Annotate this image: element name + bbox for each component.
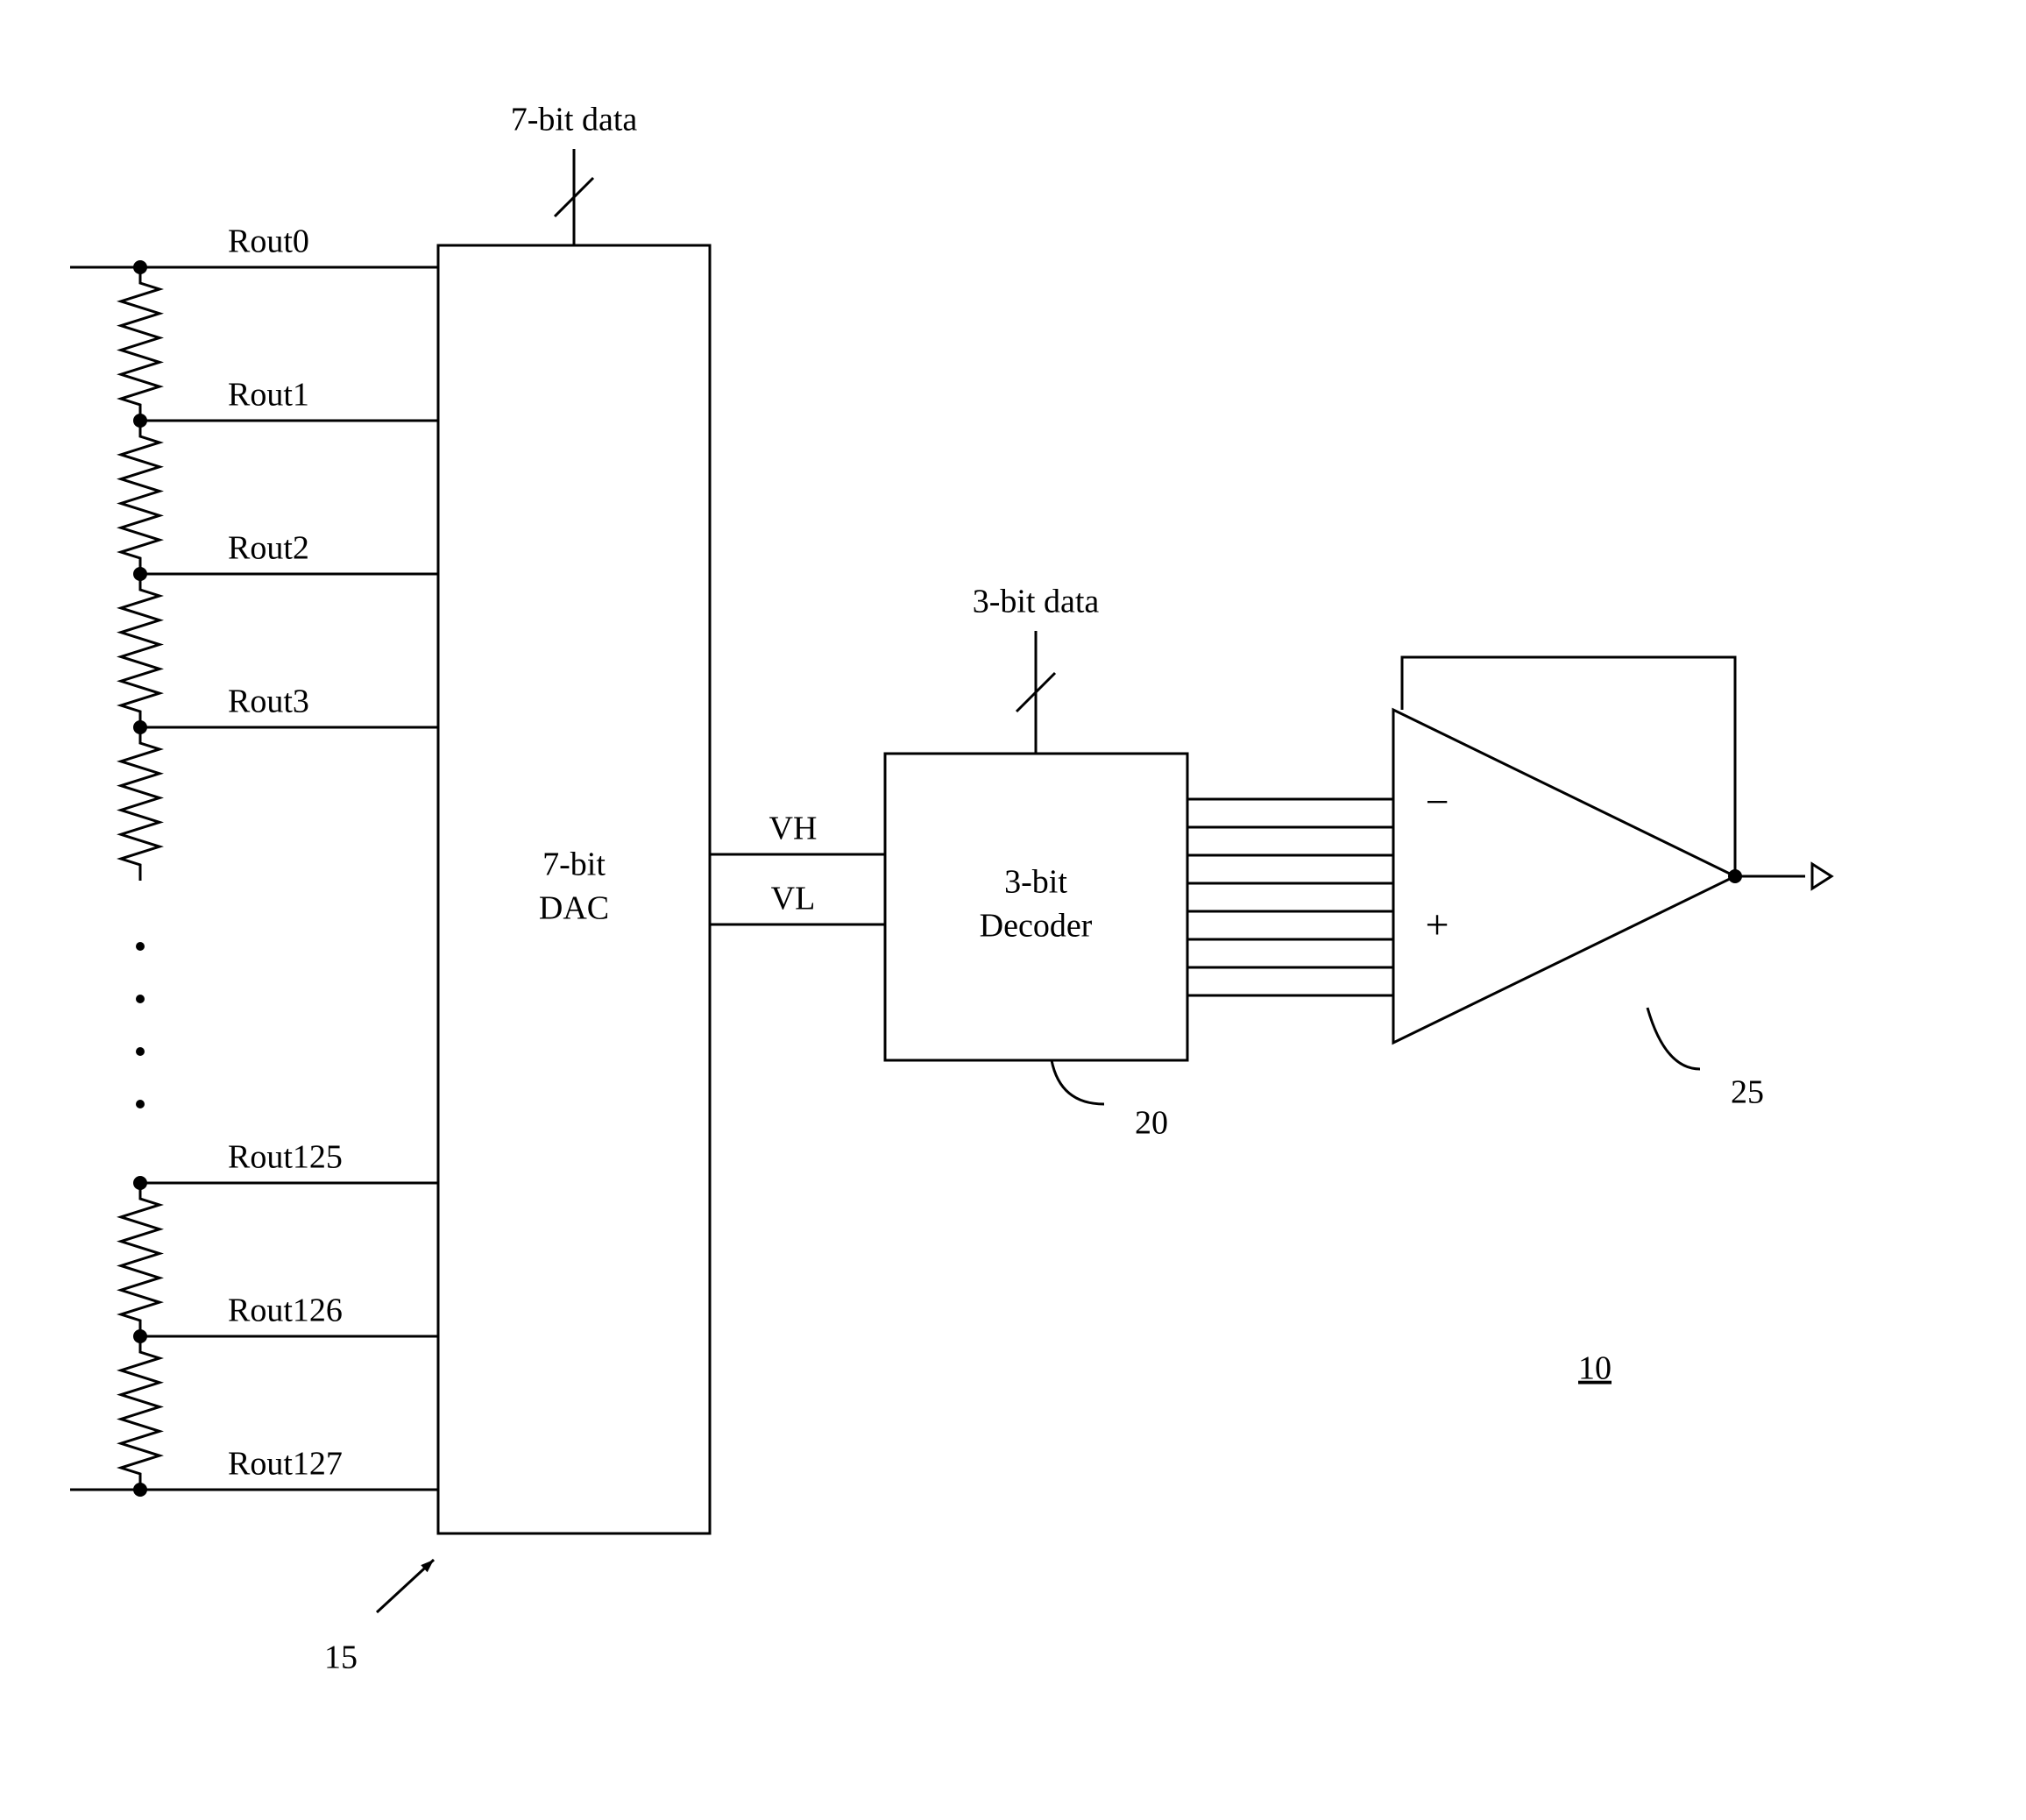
svg-text:DAC: DAC bbox=[539, 890, 609, 927]
svg-text:Rout2: Rout2 bbox=[228, 530, 309, 567]
svg-text:Rout125: Rout125 bbox=[228, 1139, 343, 1176]
svg-text:Rout0: Rout0 bbox=[228, 223, 309, 260]
svg-text:25: 25 bbox=[1731, 1074, 1764, 1111]
svg-text:VH: VH bbox=[769, 811, 818, 847]
svg-text:3-bit: 3-bit bbox=[1004, 864, 1067, 901]
svg-text:3-bit data: 3-bit data bbox=[973, 584, 1100, 620]
svg-text:Decoder: Decoder bbox=[980, 908, 1093, 945]
svg-text:7-bit data: 7-bit data bbox=[511, 102, 638, 138]
svg-text:Rout127: Rout127 bbox=[228, 1446, 343, 1483]
svg-text:7-bit: 7-bit bbox=[542, 846, 606, 883]
svg-text:−: − bbox=[1425, 779, 1449, 825]
svg-text:Rout1: Rout1 bbox=[228, 377, 309, 414]
svg-text:10: 10 bbox=[1578, 1350, 1612, 1387]
svg-text:20: 20 bbox=[1135, 1105, 1168, 1142]
svg-text:+: + bbox=[1425, 902, 1449, 948]
svg-text:VL: VL bbox=[771, 881, 816, 917]
svg-text:Rout126: Rout126 bbox=[228, 1292, 343, 1329]
svg-text:Rout3: Rout3 bbox=[228, 683, 309, 720]
svg-text:15: 15 bbox=[324, 1639, 358, 1676]
